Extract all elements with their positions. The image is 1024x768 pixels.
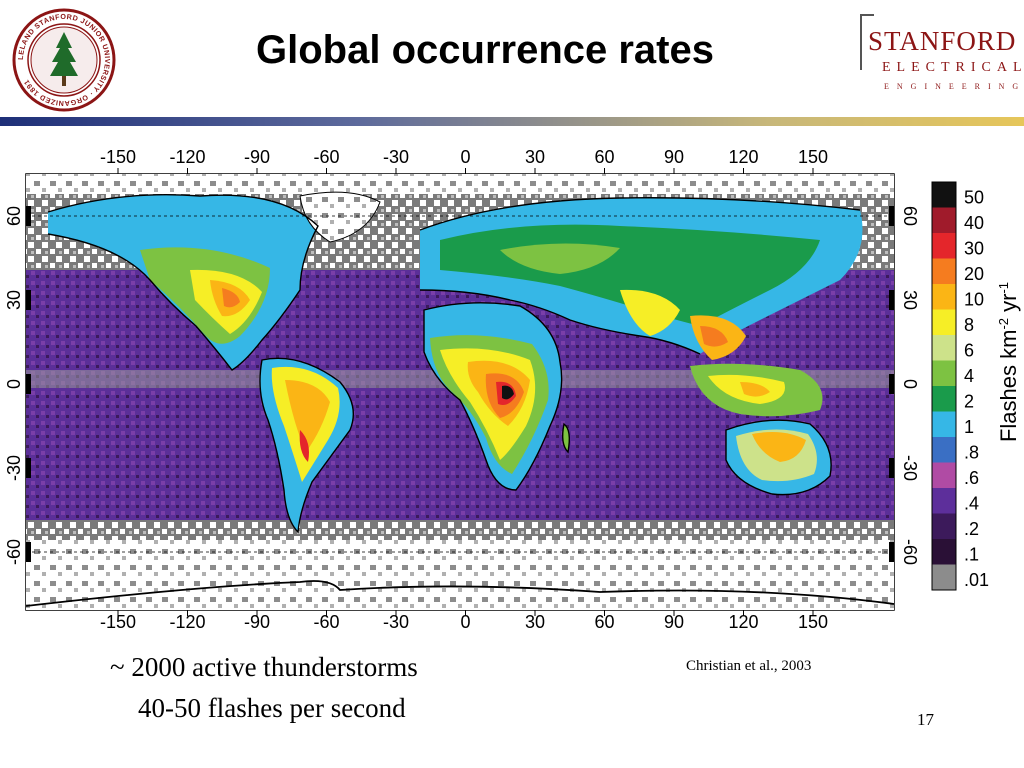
longitude-axis-bottom: -150 -120 -90 -60 -30 0 30 60 90 120 150 [100,610,828,632]
colorbar-swatch [932,539,956,565]
bullet-flashes-per-second: 40-50 flashes per second [138,693,406,723]
lon-tick-label-top: 90 [664,147,684,167]
longitude-axis-top: -150 -120 -90 -60 -30 0 30 60 90 120 150 [100,147,828,174]
colorbar-swatch [932,462,956,488]
colorbar-swatch [932,284,956,310]
lat-tick-label-right: 0 [900,379,920,389]
lat-tick-label-left: -60 [4,539,24,565]
colorbar-swatch [932,564,956,590]
colorbar-tick-label: 10 [964,290,984,310]
lat-tick-mark-left [26,290,31,310]
bullet-active-thunderstorms: ~ 2000 active thunderstorms [110,652,418,682]
map-field [26,174,894,610]
header-divider [0,117,1024,126]
lon-tick-label-bottom: -30 [383,612,409,632]
lon-tick-label-bottom: -120 [169,612,205,632]
lat-tick-mark-right [889,458,894,478]
colorbar-tick-label: .1 [964,545,979,565]
lon-tick-label-top: 150 [798,147,828,167]
colorbar-swatch [932,182,956,208]
lon-tick-label-bottom: 150 [798,612,828,632]
lat-tick-label-right: 30 [900,290,920,310]
colorbar-tick-label: .6 [964,468,979,488]
logo-line-engineering: ENGINEERING [884,82,1024,91]
lon-tick-label-top: -30 [383,147,409,167]
colorbar-tick-label: 40 [964,213,984,233]
lat-tick-mark-left [26,458,31,478]
lat-tick-label-right: -30 [900,455,920,481]
lightning-flash-rate-map: -150 -120 -90 -60 -30 0 30 60 90 120 150 -150 -120-… [4,147,1021,632]
colorbar-tick-label: 30 [964,239,984,259]
colorbar-tick-label: .2 [964,519,979,539]
lat-tick-mark-right [889,374,894,394]
lon-tick-label-bottom: -90 [244,612,270,632]
colorbar-swatch [932,335,956,361]
citation: Christian et al., 2003 [686,658,812,674]
latitude-axis-right: 60 30 0 -30 -60 [889,206,920,565]
lat-tick-mark-left [26,206,31,226]
colorbar-swatch [932,309,956,335]
page-title: Global occurrence rates [256,28,714,72]
lat-tick-label-left: 30 [4,290,24,310]
colorbar-swatch [932,437,956,463]
congo-peak-region [502,385,514,400]
antarctica-coastline [26,580,894,607]
lon-tick-label-top: 0 [460,147,470,167]
lat-tick-mark-right [889,290,894,310]
colorbar-tick-label: 20 [964,264,984,284]
colorbar-swatch [932,411,956,437]
lon-tick-label-bottom: 60 [594,612,614,632]
page-number: 17 [917,710,934,729]
lat-tick-mark-left [26,374,31,394]
lon-tick-label-bottom: -150 [100,612,136,632]
lon-tick-label-top: 30 [525,147,545,167]
lon-tick-label-top: 60 [594,147,614,167]
lat-tick-label-right: 60 [900,206,920,226]
lon-tick-label-top: -150 [100,147,136,167]
lon-tick-label-top: -60 [313,147,339,167]
logo-line-stanford: STANFORD [868,26,1017,56]
stanford-seal-logo: LELAND STANFORD JUNIOR UNIVERSITY · ORGA… [12,8,116,112]
colorbar-tick-label: 8 [964,315,974,335]
colorbar-swatch [932,360,956,386]
colorbar-tick-label: 2 [964,392,974,412]
lon-tick-label-bottom: 120 [728,612,758,632]
colorbar-swatch [932,513,956,539]
colorbar-tick-label: 4 [964,366,974,386]
colorbar-tick-label: 6 [964,341,974,361]
lon-tick-label-bottom: 0 [460,612,470,632]
lon-tick-label-bottom: -60 [313,612,339,632]
lat-tick-mark-right [889,206,894,226]
colorbar-swatch [932,258,956,284]
lon-tick-label-top: 120 [728,147,758,167]
lat-tick-label-right: -60 [900,539,920,565]
colorbar-border [931,181,957,591]
lon-tick-label-top: -120 [169,147,205,167]
colorbar-tick-label: 1 [964,417,974,437]
lat-tick-mark-right [889,542,894,562]
latitude-axis-left: 60 30 0 -30 -60 [4,206,31,565]
logo-bracket [860,14,874,70]
colorbar-tick-label: .01 [964,570,989,590]
colorbar-tick-label: .8 [964,443,979,463]
lat-tick-mark-left [26,542,31,562]
colorbar-legend: 50 40 30 20 10 8 6 4 2 1 .8 .6 .4 .2 .1 .01 [931,181,989,591]
colorbar-tick-label: 50 [964,188,984,208]
lon-tick-label-top: -90 [244,147,270,167]
lon-tick-label-bottom: 30 [525,612,545,632]
logo-line-electrical: ELECTRICAL [882,60,1024,75]
colorbar-swatch [932,207,956,233]
coastlines [47,194,861,534]
colorbar-swatch [932,233,956,259]
lat-tick-label-left: 0 [4,379,24,389]
colorbar-tick-label: .4 [964,494,979,514]
colorbar-title: Flashes km-2 yr-1 [996,282,1021,442]
colorbar-swatch [932,488,956,514]
stanford-ee-logo: STANFORD ELECTRICAL ENGINEERING [860,14,1022,94]
colorbar-swatch [932,386,956,412]
lon-tick-label-bottom: 90 [664,612,684,632]
lat-tick-label-left: 60 [4,206,24,226]
lat-tick-label-left: -30 [4,455,24,481]
